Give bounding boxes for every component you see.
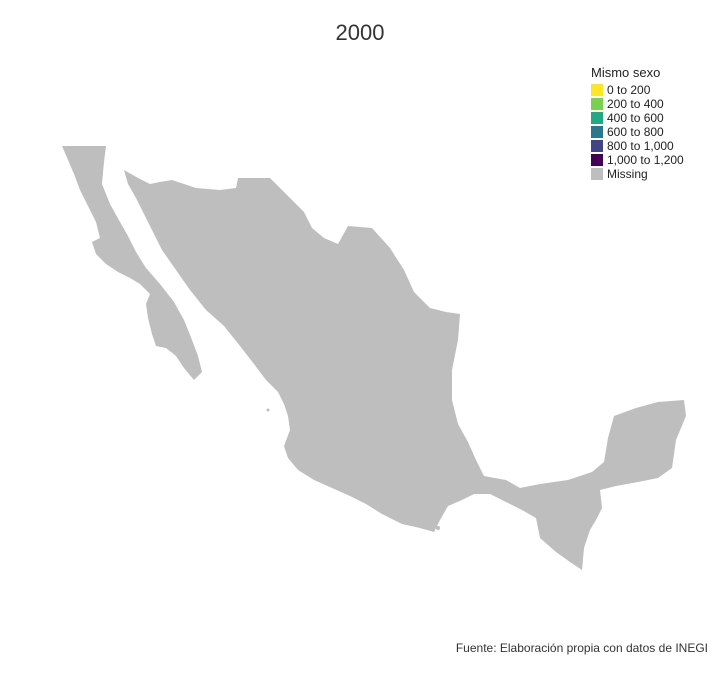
legend-label: 1,000 to 1,200 bbox=[607, 153, 684, 167]
legend-swatch bbox=[591, 168, 603, 180]
legend-title: Mismo sexo bbox=[591, 65, 661, 80]
map-legend: Mismo sexo 0 to 200 200 to 400 400 to 600 6… bbox=[591, 65, 684, 181]
legend-label: 600 to 800 bbox=[607, 125, 664, 139]
legend-label: 0 to 200 bbox=[607, 83, 651, 97]
baja-california-region bbox=[62, 146, 202, 380]
island-marker bbox=[94, 244, 98, 248]
legend-swatch bbox=[591, 112, 603, 124]
legend-label: Missing bbox=[607, 167, 648, 181]
legend-swatch bbox=[591, 98, 603, 110]
legend-item: Missing bbox=[591, 167, 684, 181]
legend-item: 200 to 400 bbox=[591, 97, 684, 111]
legend-item: 800 to 1,000 bbox=[591, 139, 684, 153]
source-caption: Fuente: Elaboración propia con datos de … bbox=[455, 641, 708, 655]
legend-label: 400 to 600 bbox=[607, 111, 664, 125]
legend-swatch bbox=[591, 140, 603, 152]
island-marker bbox=[436, 526, 440, 530]
legend-label: 200 to 400 bbox=[607, 97, 664, 111]
legend-swatch bbox=[591, 154, 603, 166]
island-marker bbox=[266, 408, 270, 412]
legend-label: 800 to 1,000 bbox=[607, 139, 674, 153]
legend-item: 0 to 200 bbox=[591, 83, 684, 97]
legend-swatch bbox=[591, 126, 603, 138]
legend-items: 0 to 200 200 to 400 400 to 600 600 to 800 80… bbox=[591, 83, 684, 181]
map-title: 2000 bbox=[335, 20, 385, 45]
legend-item: 1,000 to 1,200 bbox=[591, 153, 684, 167]
legend-swatch bbox=[591, 84, 603, 96]
legend-item: 600 to 800 bbox=[591, 125, 684, 139]
mainland-region bbox=[124, 170, 686, 570]
legend-item: 400 to 600 bbox=[591, 111, 684, 125]
